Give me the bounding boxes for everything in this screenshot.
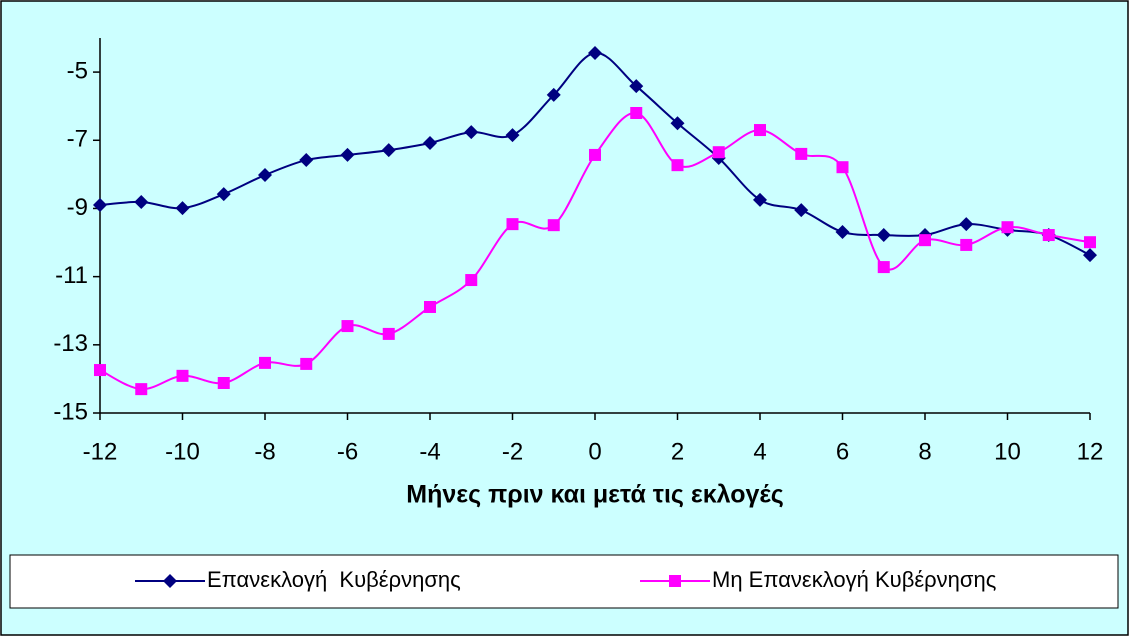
data-point: [1042, 229, 1055, 242]
data-point: [258, 168, 272, 183]
x-tick-label: 6: [836, 438, 849, 465]
data-point: [341, 320, 354, 333]
data-point: [960, 238, 973, 251]
x-tick-label: -6: [337, 438, 358, 465]
data-point: [546, 87, 561, 102]
data-point: [505, 128, 520, 143]
legend-label: Μη Επανεκλογή Κυβέρνησης: [712, 567, 996, 592]
data-point: [753, 192, 767, 207]
data-point: [795, 147, 808, 160]
data-point: [340, 147, 355, 162]
data-point: [424, 300, 436, 313]
data-point: [300, 357, 313, 370]
data-point: [835, 224, 850, 239]
data-point: [877, 261, 890, 274]
legend-label: Επανεκλογή Κυβέρνησης: [207, 567, 461, 592]
data-point: [630, 107, 643, 119]
y-tick-label: -11: [55, 262, 88, 289]
y-tick-label: -7: [67, 126, 88, 153]
data-point: [588, 46, 602, 60]
data-point: [217, 377, 230, 389]
data-point: [465, 274, 478, 287]
y-tick-label: -5: [67, 57, 88, 84]
y-tick-label: -15: [53, 398, 88, 425]
x-tick-label: 8: [918, 438, 931, 465]
data-point: [299, 153, 314, 168]
data-point: [423, 136, 437, 150]
data-point: [134, 194, 149, 209]
data-point: [836, 161, 849, 174]
data-point: [959, 217, 974, 232]
x-tick-label: -8: [254, 438, 275, 465]
data-point: [93, 198, 107, 213]
x-tick-label: -4: [419, 438, 440, 465]
data-point: [794, 203, 809, 218]
data-point: [94, 364, 106, 377]
data-point: [671, 159, 684, 172]
x-tick-label: -2: [502, 438, 523, 465]
data-point: [589, 148, 601, 161]
data-point: [1001, 221, 1014, 234]
data-point: [381, 143, 396, 158]
legend-marker: [163, 574, 177, 588]
x-tick-label: 2: [671, 438, 684, 465]
data-point: [547, 219, 560, 232]
data-point: [919, 234, 931, 247]
data-point: [259, 356, 271, 369]
data-point: [754, 124, 766, 137]
x-tick-label: 12: [1077, 438, 1104, 465]
data-point: [176, 369, 189, 382]
y-tick-label: -13: [53, 330, 88, 357]
x-tick-label: 10: [994, 438, 1021, 465]
y-tick-label: -9: [67, 194, 88, 221]
x-tick-label: 4: [753, 438, 766, 465]
data-point: [629, 79, 644, 94]
x-axis-title: Μήνες πριν και μετά τις εκλογές: [406, 481, 783, 509]
data-point: [712, 146, 725, 159]
data-point: [382, 327, 395, 340]
x-tick-label: 0: [588, 438, 601, 465]
data-point: [1083, 248, 1097, 263]
legend-marker: [669, 575, 681, 587]
data-point: [1084, 236, 1096, 249]
data-point: [876, 228, 891, 243]
data-point: [216, 187, 231, 202]
data-point: [135, 383, 148, 396]
x-tick-label: -12: [83, 438, 118, 465]
data-point: [670, 116, 685, 131]
x-tick-label: -10: [165, 438, 200, 465]
data-point: [464, 125, 479, 140]
data-point: [175, 201, 190, 216]
data-point: [506, 218, 519, 231]
